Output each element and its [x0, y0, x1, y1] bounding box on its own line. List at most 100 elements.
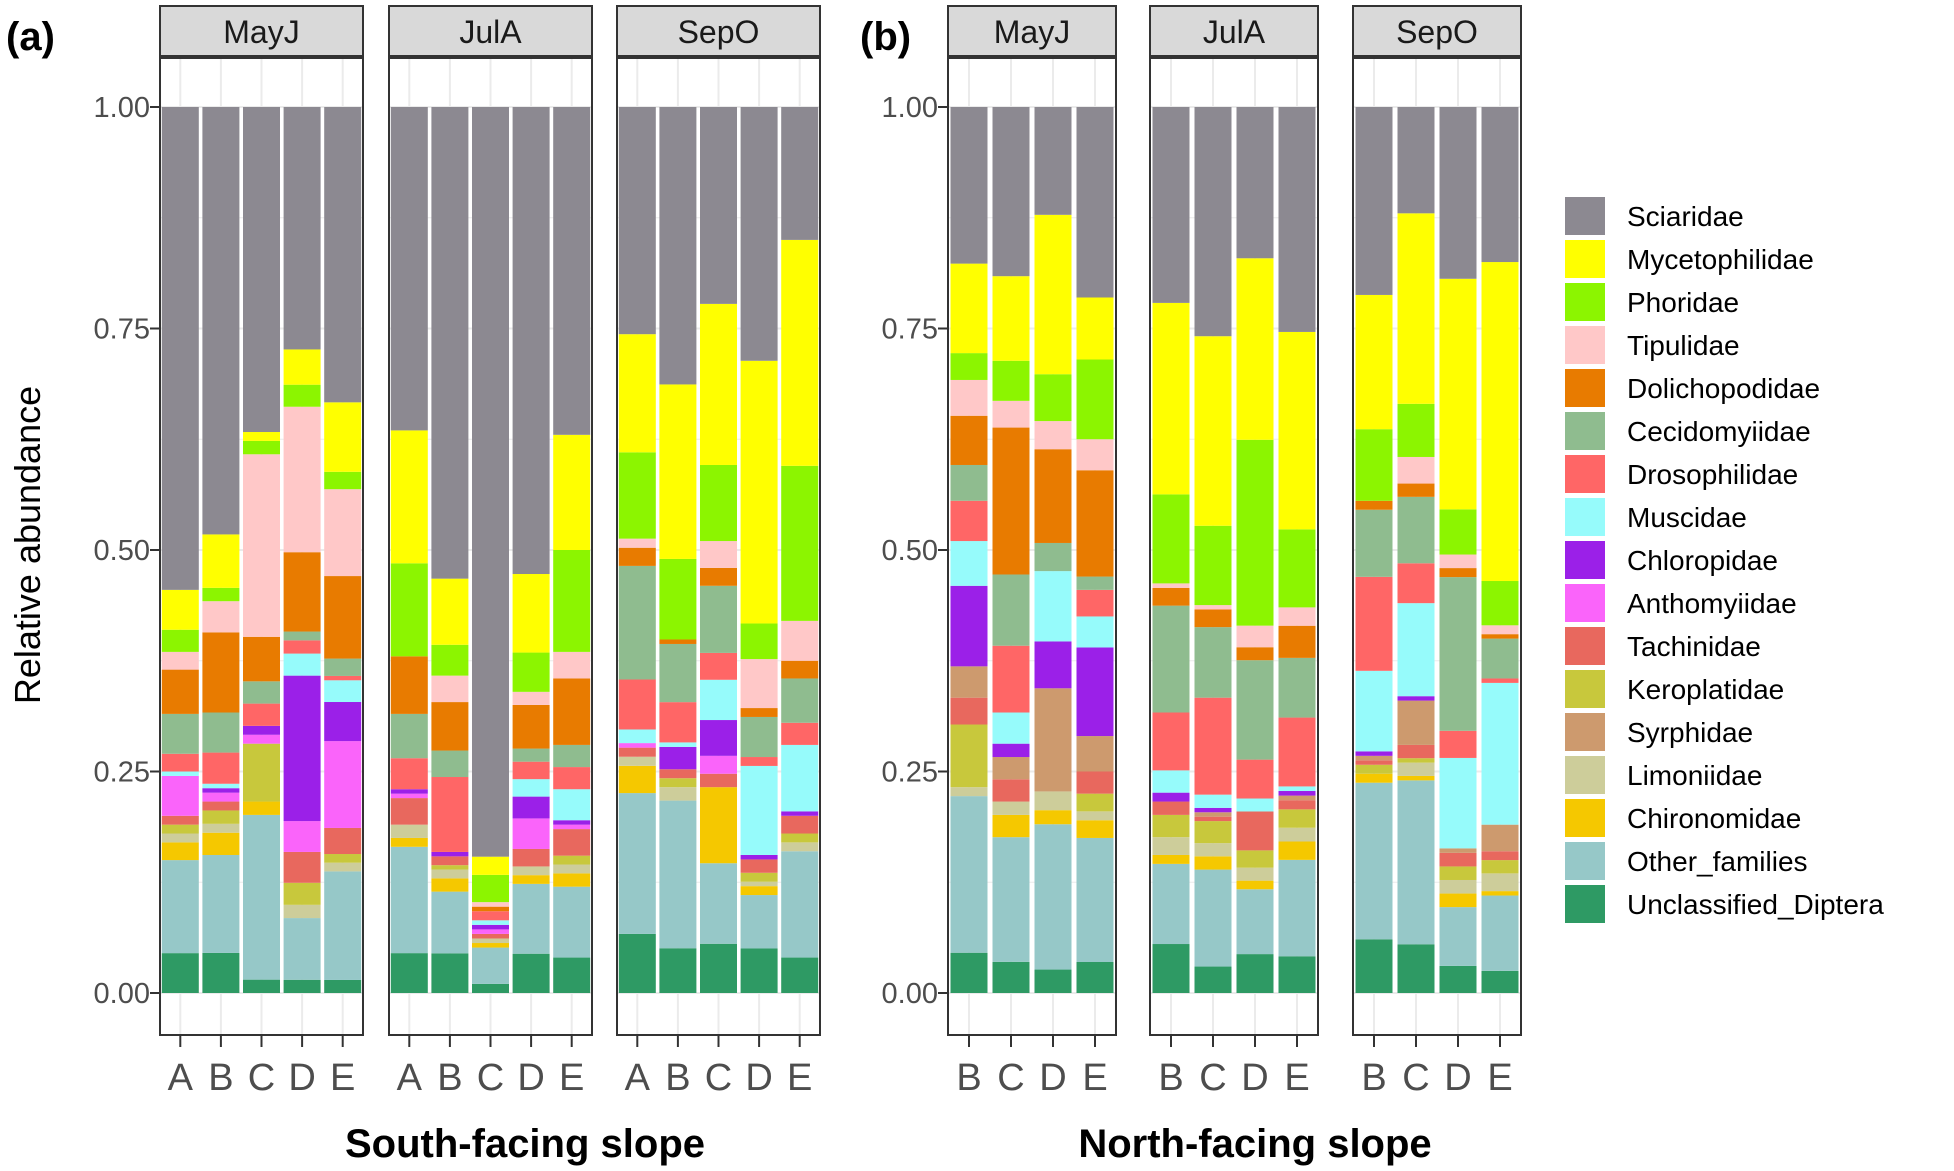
bar-segment-chironomidae [1236, 880, 1274, 890]
bar-segment-dolichopodidae [1355, 500, 1393, 510]
bar-segment-unclassified-diptera [1236, 954, 1274, 993]
bar-segment-tipulidae [740, 659, 778, 709]
bar-segment-other-families [161, 860, 199, 954]
x-tick-label: B [437, 1057, 462, 1099]
legend-label: Chironomidae [1627, 803, 1801, 834]
facet-strip-label: MayJ [223, 14, 299, 50]
bar-segment-syrphidae [992, 757, 1030, 780]
bar-segment-syrphidae [1034, 688, 1072, 792]
bar-segment-phoridae [1439, 509, 1477, 555]
bar-segment-dolichopodidae [202, 632, 240, 713]
bar-segment-keroplatidae [1439, 866, 1477, 880]
y-tick-label: 1.00 [882, 92, 938, 124]
legend-swatch [1565, 627, 1605, 665]
bar-segment-phoridae [700, 464, 737, 542]
bar-segment-muscidae [512, 779, 550, 797]
legend-swatch [1565, 885, 1605, 923]
bar-segment-dolichopodidae [431, 702, 469, 751]
bar-segment-chironomidae [161, 842, 199, 861]
bar-segment-tachinidae [283, 851, 321, 883]
bar-segment-cecidomyiidae [740, 716, 778, 758]
bar-segment-cecidomyiidae [1481, 638, 1519, 679]
facet-strip-label: SepO [1396, 14, 1478, 50]
bar-segment-other-families [390, 846, 428, 954]
bar-segment-other-families [950, 796, 988, 953]
bar-segment-drosophilidae [1439, 730, 1477, 758]
bar-segment-chironomidae [1481, 891, 1519, 896]
bar-segment-tipulidae [1194, 605, 1232, 610]
bar-segment-chloropidae [1194, 807, 1232, 813]
bar-segment-unclassified-diptera [618, 933, 656, 993]
bar-segment-mycetophilidae [390, 430, 428, 564]
bar-segment-phoridae [512, 652, 550, 692]
bar-segment-limoniidae [618, 756, 656, 766]
bar-segment-tipulidae [1278, 607, 1316, 626]
bar-segment-chloropidae [740, 854, 778, 860]
bar-segment-drosophilidae [1236, 759, 1274, 799]
bar-segment-muscidae [950, 541, 988, 586]
stacked-bar-sepo-a [618, 107, 656, 993]
bar-segment-mycetophilidae [431, 578, 469, 645]
legend-item-chloropidae: Chloropidae [1565, 541, 1778, 579]
facet-sepo: SepO B C D E [1352, 5, 1522, 1099]
bar-segment-tipulidae [512, 691, 550, 705]
bar-segment-other-families [1034, 824, 1072, 970]
bar-segment-phoridae [1397, 403, 1435, 457]
bar-segment-chloropidae [553, 820, 591, 825]
bar-segment-keroplatidae [1194, 821, 1232, 844]
bar-segment-cecidomyiidae [283, 631, 321, 641]
bar-segment-tipulidae [431, 675, 469, 703]
x-axis-label-a: South-facing slope [345, 1122, 705, 1166]
bar-segment-keroplatidae [1481, 860, 1519, 874]
legend-item-dolichopodidae: Dolichopodidae [1565, 369, 1820, 407]
bar-segment-drosophilidae [700, 652, 737, 680]
bar-segment-other-families [740, 895, 778, 949]
panel-b-north-facing: (b) North-facing slope 0.00 0.25 0.50 0.75 1… [860, 5, 1522, 1166]
bar-segment-chironomidae [553, 873, 591, 887]
bar-segment-phoridae [1152, 494, 1190, 584]
bar-segment-mycetophilidae [1397, 213, 1435, 404]
facet-frame [159, 57, 364, 1036]
stacked-bar-sepo-b [659, 107, 697, 993]
legend-label: Limoniidae [1627, 760, 1762, 791]
bar-segment-limoniidae [1194, 843, 1232, 857]
bar-segment-phoridae [659, 558, 697, 640]
bar-segment-dolichopodidae [781, 660, 819, 679]
bar-segment-phoridae [1076, 359, 1114, 440]
stacked-bar-jula-d [512, 107, 550, 993]
bar-segment-anthomyiidae [618, 743, 656, 748]
bar-segment-other-families [781, 851, 819, 958]
bar-segment-muscidae [472, 920, 509, 925]
x-tick-label: A [168, 1057, 194, 1099]
bar-segment-mycetophilidae [553, 434, 591, 550]
bar-segment-tipulidae [161, 651, 199, 670]
bar-segment-dolichopodidae [1278, 625, 1316, 658]
legend-item-unclassified-diptera: Unclassified_Diptera [1565, 885, 1884, 923]
bar-segment-unclassified-diptera [1076, 961, 1114, 993]
bar-segment-cecidomyiidae [1194, 627, 1232, 698]
bar-segment-phoridae [1278, 529, 1316, 608]
legend-item-keroplatidae: Keroplatidae [1565, 670, 1784, 708]
bar-segment-mycetophilidae [781, 239, 819, 466]
facet-frame [1352, 57, 1522, 1036]
bar-segment-tachinidae [992, 779, 1030, 802]
bar-segment-drosophilidae [950, 500, 988, 542]
bar-segment-anthomyiidae [243, 734, 280, 744]
bar-segment-drosophilidae [472, 911, 509, 921]
stacked-bar-mayj-b [950, 107, 988, 993]
bar-segment-drosophilidae [1152, 712, 1190, 771]
bar-segment-sciaridae [324, 107, 362, 403]
bar-segment-tachinidae [659, 769, 697, 779]
bar-segment-sciaridae [1076, 107, 1114, 298]
bar-segment-tipulidae [1439, 554, 1477, 569]
bar-segment-tachinidae [390, 798, 428, 825]
bar-segment-syrphidae [1439, 848, 1477, 853]
bar-segment-limoniidae [283, 904, 321, 919]
facet-strip-label: JulA [1203, 14, 1266, 50]
bar-segment-drosophilidae [283, 640, 321, 654]
bar-segment-keroplatidae [324, 854, 362, 863]
bar-segment-syrphidae [950, 666, 988, 698]
bar-segment-limoniidae [992, 801, 1030, 815]
bar-segment-keroplatidae [243, 743, 280, 802]
bar-segment-other-families [324, 871, 362, 980]
